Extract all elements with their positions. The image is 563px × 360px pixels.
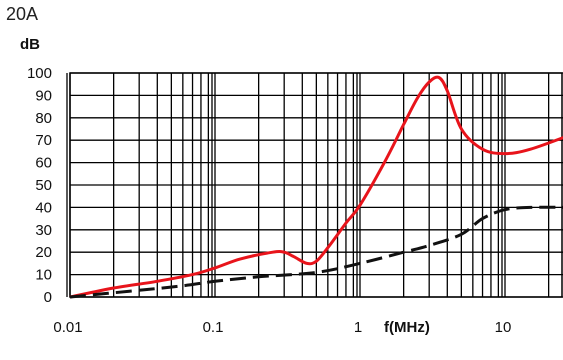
y-tick-label: 40	[35, 199, 52, 216]
dashed-series-line	[69, 205, 563, 299]
y-tick-labels: 0 10 20 30 40 50 60 70 80 90 100	[27, 65, 52, 306]
x-tick-label: 10	[495, 319, 512, 336]
y-axis-label: dB	[20, 36, 40, 53]
x-axis-label: f(MHz)	[384, 319, 430, 336]
x-tick-labels: 0.01 0.1 1 10	[53, 319, 511, 336]
x-tick-label: 0.01	[53, 319, 82, 336]
series-layer	[69, 75, 563, 299]
y-tick-label: 20	[35, 244, 52, 261]
grid	[66, 72, 563, 298]
y-tick-label: 30	[35, 222, 52, 239]
x-tick-label: 1	[354, 319, 362, 336]
red-series-line	[69, 75, 563, 299]
y-tick-label: 50	[35, 177, 52, 194]
y-tick-label: 70	[35, 132, 52, 149]
y-tick-label: 80	[35, 110, 52, 127]
x-tick-label: 0.1	[203, 319, 224, 336]
plot-border	[69, 72, 563, 298]
y-tick-label: 90	[35, 87, 52, 104]
chart-title: 20A	[6, 4, 39, 24]
y-tick-label: 100	[27, 65, 52, 82]
y-tick-label: 0	[44, 289, 52, 306]
y-tick-label: 60	[35, 155, 52, 172]
y-tick-label: 10	[35, 267, 52, 284]
